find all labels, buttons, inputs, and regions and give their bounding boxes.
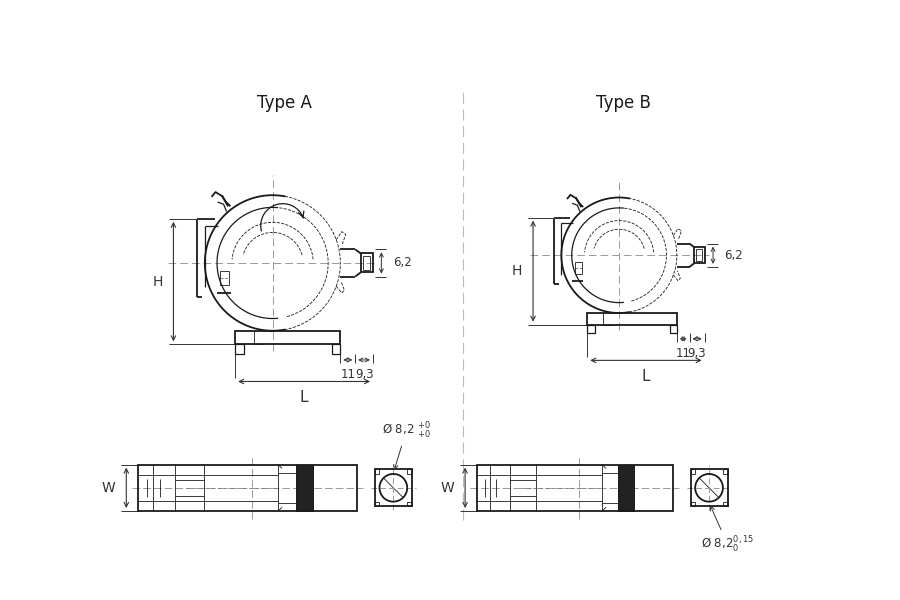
Text: W: W: [102, 481, 115, 495]
Text: 9,3: 9,3: [355, 368, 374, 380]
Bar: [235, 331, 340, 344]
Bar: [408, 502, 412, 506]
Text: H: H: [512, 264, 522, 278]
Bar: [588, 313, 677, 325]
Bar: [697, 250, 702, 261]
Text: Ø 8,2 $^{+0}_{+0}$: Ø 8,2 $^{+0}_{+0}$: [382, 421, 431, 469]
Text: W: W: [441, 481, 454, 495]
Bar: [690, 502, 695, 506]
Text: L: L: [642, 369, 650, 384]
Text: L: L: [300, 390, 309, 405]
Bar: [375, 469, 379, 474]
Bar: [574, 262, 581, 274]
Bar: [375, 469, 412, 506]
Bar: [723, 502, 727, 506]
Bar: [588, 325, 595, 332]
Bar: [670, 325, 677, 332]
Bar: [138, 465, 357, 511]
Text: 6,2: 6,2: [393, 256, 411, 269]
Bar: [220, 271, 229, 284]
Bar: [618, 465, 634, 511]
Text: Type B: Type B: [596, 94, 651, 112]
Text: 11: 11: [676, 347, 690, 359]
Bar: [477, 465, 673, 511]
Text: 9,3: 9,3: [688, 347, 706, 359]
Bar: [690, 469, 695, 474]
Bar: [296, 465, 313, 511]
Text: Ø 8,2$^{0,15}_{0}$: Ø 8,2$^{0,15}_{0}$: [701, 506, 754, 555]
Bar: [361, 253, 373, 272]
Bar: [332, 344, 340, 354]
Text: H: H: [152, 275, 163, 289]
Bar: [408, 469, 412, 474]
Bar: [723, 469, 727, 474]
Bar: [235, 344, 244, 354]
Text: Type A: Type A: [256, 94, 311, 112]
Bar: [694, 247, 705, 263]
Bar: [375, 502, 379, 506]
Text: 11: 11: [340, 368, 356, 380]
Text: 6,2: 6,2: [724, 249, 743, 262]
Bar: [690, 469, 727, 506]
Bar: [364, 256, 370, 270]
